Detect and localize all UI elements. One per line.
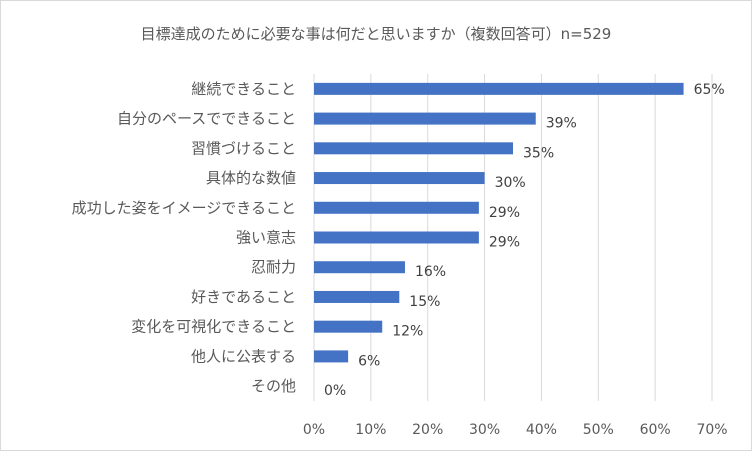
chart-title: 目標達成のために必要な事は何だと思いますか（複数回答可）n=529	[141, 25, 612, 43]
category-label: 変化を可視化できること	[131, 318, 296, 336]
x-tick-label: 50%	[583, 422, 614, 438]
x-tick-label: 10%	[355, 422, 386, 438]
category-label: 好きであること	[191, 288, 296, 306]
data-label: 35%	[523, 145, 554, 161]
data-label: 30%	[495, 175, 526, 191]
category-label: 継続できること	[191, 80, 296, 98]
data-label: 6%	[358, 353, 380, 369]
data-label: 39%	[546, 116, 577, 132]
x-tick-label: 30%	[469, 422, 500, 438]
x-tick-label: 0%	[303, 422, 325, 438]
category-label: 忍耐力	[251, 258, 296, 276]
bar	[314, 142, 513, 155]
x-tick-label: 40%	[526, 422, 557, 438]
bar	[314, 290, 400, 303]
category-label: 強い意志	[236, 229, 296, 247]
data-label: 16%	[415, 264, 446, 280]
data-label: 29%	[489, 235, 520, 251]
category-label: 具体的な数値	[206, 169, 296, 187]
category-label: 成功した姿をイメージできること	[72, 199, 296, 217]
category-label: その他	[251, 377, 296, 395]
bar	[314, 350, 349, 363]
bar	[314, 201, 479, 214]
data-label: 65%	[694, 82, 725, 98]
category-label: 他人に公表する	[191, 347, 296, 365]
bar	[314, 112, 536, 125]
data-label: 29%	[489, 205, 520, 221]
bar	[314, 261, 405, 274]
category-label: 習慣づけること	[191, 139, 296, 157]
bar	[314, 231, 479, 244]
category-label: 自分のペースでできること	[117, 110, 296, 128]
x-tick-label: 60%	[640, 422, 671, 438]
bar	[314, 82, 684, 95]
x-tick-label: 20%	[412, 422, 443, 438]
bar	[314, 320, 383, 333]
bar	[314, 172, 485, 185]
data-label: 12%	[392, 324, 423, 340]
data-label: 15%	[409, 294, 440, 310]
data-label: 0%	[324, 383, 346, 399]
x-tick-label: 70%	[696, 422, 727, 438]
